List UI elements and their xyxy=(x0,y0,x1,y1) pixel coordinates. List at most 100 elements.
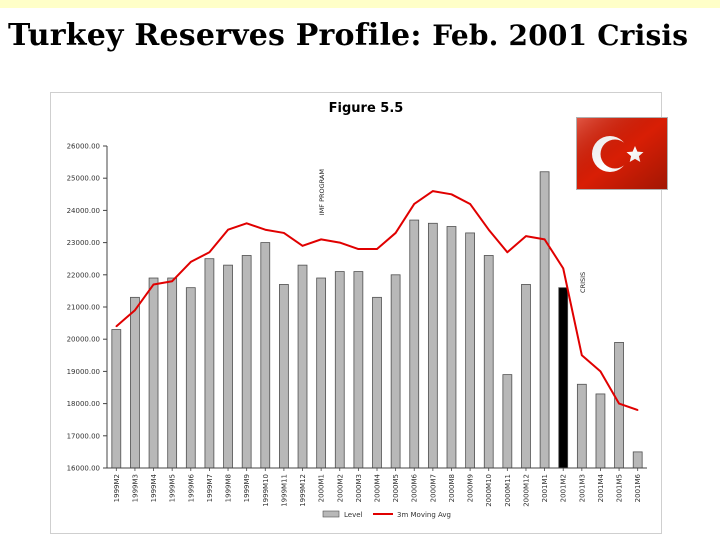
x-tick-label: 2000M6 xyxy=(411,473,419,502)
x-tick-label: 2001M1 xyxy=(541,474,549,502)
bar-2001M3 xyxy=(576,383,587,469)
x-tick-label: 2000M7 xyxy=(429,474,437,502)
legend-label-moving-average: 3m Moving Avg xyxy=(397,511,451,519)
moving-average-point-2000M2 xyxy=(338,241,341,244)
x-tick-label: 1999M3 xyxy=(131,474,139,502)
y-tick-label: 26000.00 xyxy=(67,143,100,151)
x-tick-label: 2000M2 xyxy=(336,474,344,502)
bar-series xyxy=(111,171,643,469)
top-accent-band xyxy=(0,0,720,8)
y-tick-label: 19000.00 xyxy=(67,368,100,376)
x-tick-label: 1999M7 xyxy=(206,474,214,502)
bar-2000M12 xyxy=(521,284,531,469)
moving-average-point-2000M9 xyxy=(469,203,471,205)
x-tick-label: 1999M12 xyxy=(299,474,307,507)
x-tick-label: 1999M6 xyxy=(187,473,195,502)
moving-average-point-2001M3 xyxy=(581,354,583,357)
bar-2000M10 xyxy=(483,255,494,469)
bar-1999M11 xyxy=(279,284,289,469)
moving-average-point-1999M7 xyxy=(208,251,211,254)
bar-2000M2 xyxy=(334,271,345,469)
annotations: IMF PROGRAM CRISIS xyxy=(318,169,587,293)
legend-label-level: Level xyxy=(344,511,363,519)
y-tick-label: 21000.00 xyxy=(67,304,100,312)
x-tick-label: 1999M4 xyxy=(150,473,158,502)
x-tick-label: 2001M5 xyxy=(616,474,624,502)
moving-average-point-2000M3 xyxy=(357,248,360,250)
moving-average-point-1999M8 xyxy=(227,228,229,231)
bar-2000M9 xyxy=(465,232,475,469)
y-tick-label: 25000.00 xyxy=(67,175,100,183)
bar-2000M3 xyxy=(353,271,364,469)
x-tick-label: 2001M6 xyxy=(634,473,642,502)
bar-2000M1 xyxy=(316,277,327,469)
bar-1999M6 xyxy=(185,287,196,469)
axes: 16000.00 17000.00 18000.00 19000.00 20000.00… xyxy=(67,143,647,507)
y-tick-label: 18000.00 xyxy=(67,400,100,408)
bar-1999M2 xyxy=(111,329,122,469)
x-tick-label: 2000M1 xyxy=(318,474,326,502)
moving-average-point-2001M2 xyxy=(562,267,565,270)
bar-2001M1 xyxy=(539,171,550,469)
moving-average-point-2000M5 xyxy=(394,232,397,234)
moving-average-point-1999M4 xyxy=(152,283,155,286)
moving-average-point-1999M10 xyxy=(264,228,267,231)
x-tick-label: 2001M3 xyxy=(578,474,586,502)
x-tick-label: 1999M10 xyxy=(262,474,270,507)
moving-average-point-2000M8 xyxy=(450,193,453,196)
slide-title-main: Turkey Reserves Profile: xyxy=(8,18,422,53)
x-tick-label: 1999M8 xyxy=(225,474,233,502)
moving-average-series xyxy=(115,190,639,411)
x-tick-label: 1999M2 xyxy=(113,474,121,502)
x-tick-label: 2000M9 xyxy=(467,474,475,502)
moving-average-point-1999M6 xyxy=(189,261,192,263)
bar-2001M2 xyxy=(558,287,569,469)
x-tick-label: 2000M3 xyxy=(355,474,363,502)
x-tick-label: 1999M5 xyxy=(169,474,177,502)
moving-average-point-2000M10 xyxy=(487,228,490,231)
x-tick-label: 2001M2 xyxy=(560,474,568,502)
x-tick-label: 2000M12 xyxy=(522,474,530,507)
bar-1999M7 xyxy=(204,258,215,469)
moving-average-point-1999M2 xyxy=(115,325,118,328)
moving-average-point-1999M9 xyxy=(245,222,248,225)
x-tick-label: 1999M11 xyxy=(280,474,288,507)
x-tick-label: 2000M10 xyxy=(485,474,493,507)
reserves-chart: Figure 5.5 16000.00 17000.00 18000.00 19000… xyxy=(67,101,647,519)
y-tick-label: 24000.00 xyxy=(67,207,100,215)
bar-2000M7 xyxy=(427,222,438,469)
annotation-label: CRISIS xyxy=(579,272,587,293)
turkey-flag-icon xyxy=(576,117,668,190)
moving-average-point-1999M3 xyxy=(134,309,136,312)
moving-average-point-2001M4 xyxy=(599,370,602,373)
bar-1999M3 xyxy=(130,296,140,469)
moving-average-point-2000M7 xyxy=(432,190,434,192)
x-tick-label: 2001M4 xyxy=(597,473,605,502)
bar-1999M12 xyxy=(297,264,308,469)
bar-1999M4 xyxy=(148,277,159,469)
moving-average-point-2000M6 xyxy=(413,203,416,205)
bar-2001M4 xyxy=(595,393,606,469)
bar-2000M5 xyxy=(390,274,401,469)
x-tick-label: 1999M9 xyxy=(243,474,251,502)
moving-average-point-2000M1 xyxy=(320,238,322,241)
bar-1999M10 xyxy=(260,242,271,469)
x-tick-label: 2000M5 xyxy=(392,474,400,502)
y-tick-label: 22000.00 xyxy=(67,271,100,279)
slide-title: Turkey Reserves Profile: Feb. 2001 Crisi… xyxy=(8,18,688,53)
bar-2000M8 xyxy=(446,226,457,469)
bar-2000M6 xyxy=(409,219,420,469)
moving-average-point-2000M12 xyxy=(525,235,527,237)
y-tick-label: 16000.00 xyxy=(67,465,100,473)
bar-1999M9 xyxy=(241,255,252,469)
x-tick-label: 2000M4 xyxy=(374,473,382,502)
moving-average-point-1999M11 xyxy=(283,232,285,234)
annotation-label: IMF PROGRAM xyxy=(318,169,326,215)
y-tick-label: 17000.00 xyxy=(67,432,100,440)
moving-average-point-1999M12 xyxy=(301,245,304,247)
chart-panel: Figure 5.5 16000.00 17000.00 18000.00 19000… xyxy=(50,92,662,534)
chart-title: Figure 5.5 xyxy=(329,101,404,116)
moving-average-point-2000M4 xyxy=(376,248,378,250)
bar-2001M6 xyxy=(632,451,643,469)
legend: Level 3m Moving Avg xyxy=(322,510,451,519)
